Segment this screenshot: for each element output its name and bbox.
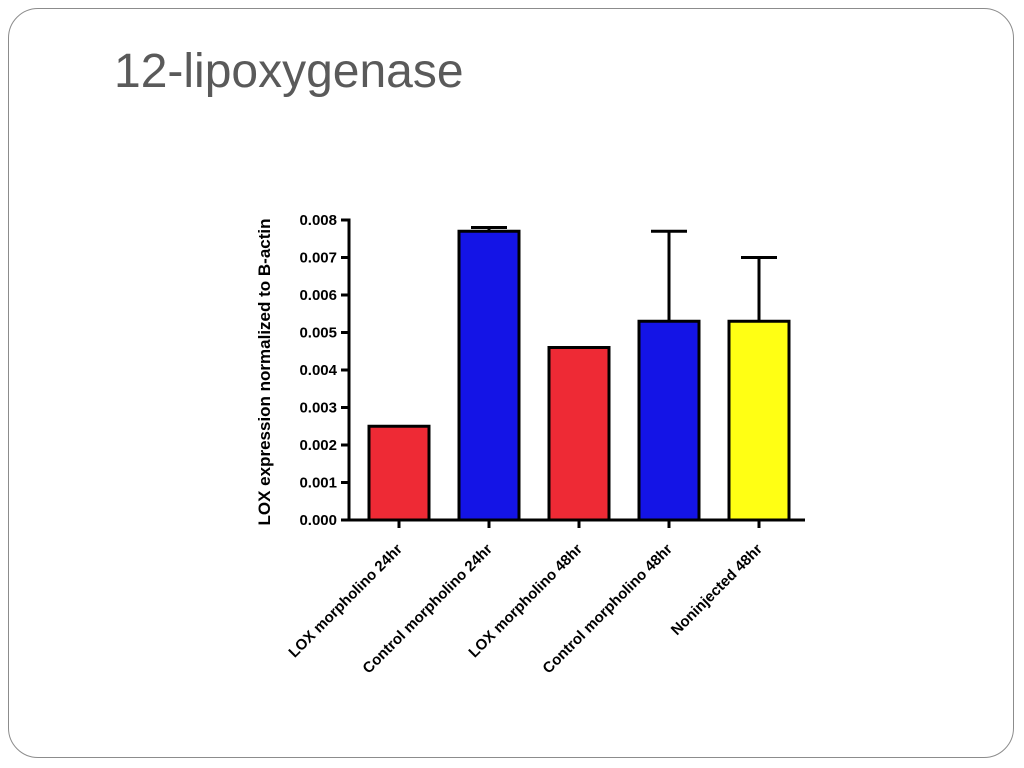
bar: [457, 229, 521, 522]
bar: [727, 319, 791, 522]
slide-title: 12-lipoxygenase: [114, 45, 464, 98]
y-tick-label: 0.005: [299, 325, 337, 342]
bars: [367, 229, 791, 522]
y-tick-label: 0.001: [299, 475, 337, 492]
y-tick-label: 0.002: [299, 437, 337, 454]
y-tick-label: 0.006: [299, 287, 337, 304]
x-tick-label: Noninjected 48hr: [668, 541, 766, 639]
bar: [367, 424, 431, 522]
bar: [637, 319, 701, 522]
y-tick-label: 0.007: [299, 250, 337, 267]
y-tick-label: 0.000: [299, 512, 337, 529]
y-axis-title: LOX expression normalized to B-actin: [255, 218, 274, 525]
error-bars: [471, 226, 777, 322]
y-tick-label: 0.008: [299, 212, 337, 229]
y-tick-label: 0.003: [299, 400, 337, 417]
y-tick-label: 0.004: [299, 362, 337, 379]
bar: [547, 346, 611, 522]
y-axis-ticks: 0.000 0.001 0.002 0.003 0.004 0.005 0.006 0.007…: [299, 212, 349, 529]
